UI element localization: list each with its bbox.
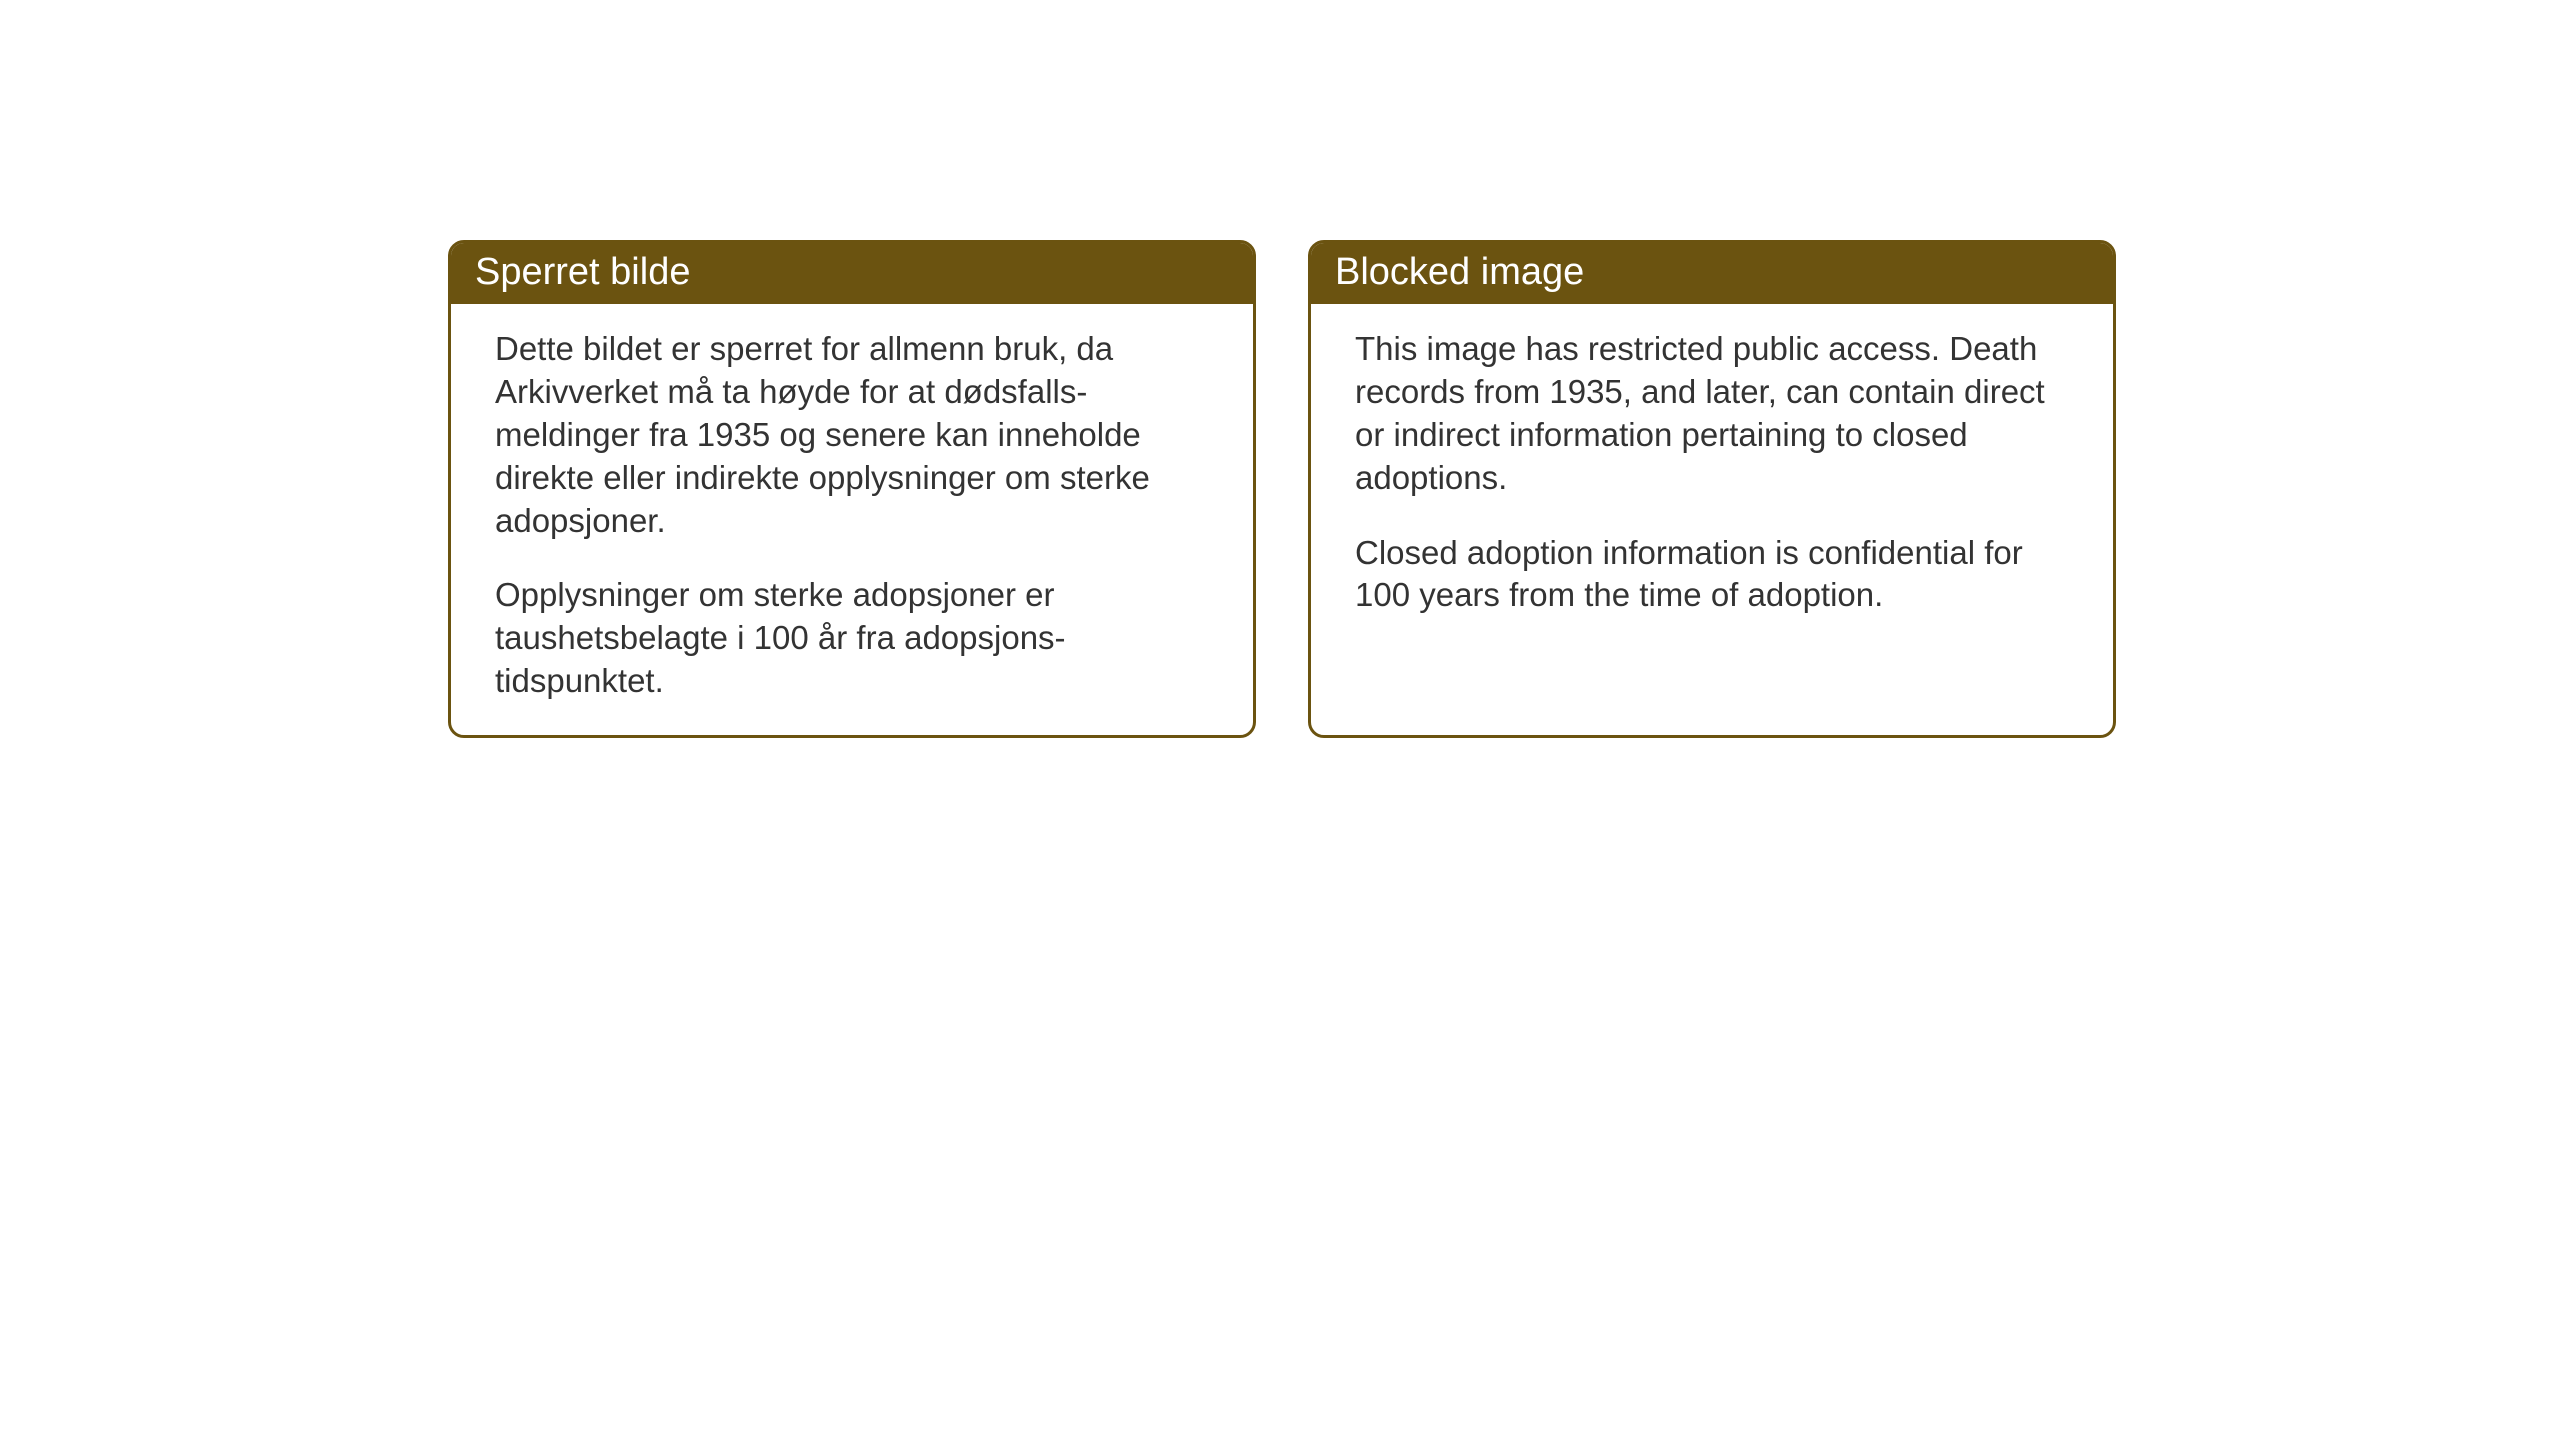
notice-header-norwegian: Sperret bilde <box>451 243 1253 304</box>
notice-body-norwegian: Dette bildet er sperret for allmenn bruk… <box>451 304 1253 735</box>
notice-header-english: Blocked image <box>1311 243 2113 304</box>
notice-body-english: This image has restricted public access.… <box>1311 304 2113 715</box>
notice-card-norwegian: Sperret bilde Dette bildet er sperret fo… <box>448 240 1256 738</box>
notice-paragraph-1-english: This image has restricted public access.… <box>1355 328 2077 500</box>
notice-paragraph-2-norwegian: Opplysninger om sterke adopsjoner er tau… <box>495 574 1217 703</box>
notice-container: Sperret bilde Dette bildet er sperret fo… <box>0 0 2560 738</box>
notice-paragraph-2-english: Closed adoption information is confident… <box>1355 532 2077 618</box>
notice-card-english: Blocked image This image has restricted … <box>1308 240 2116 738</box>
notice-paragraph-1-norwegian: Dette bildet er sperret for allmenn bruk… <box>495 328 1217 542</box>
